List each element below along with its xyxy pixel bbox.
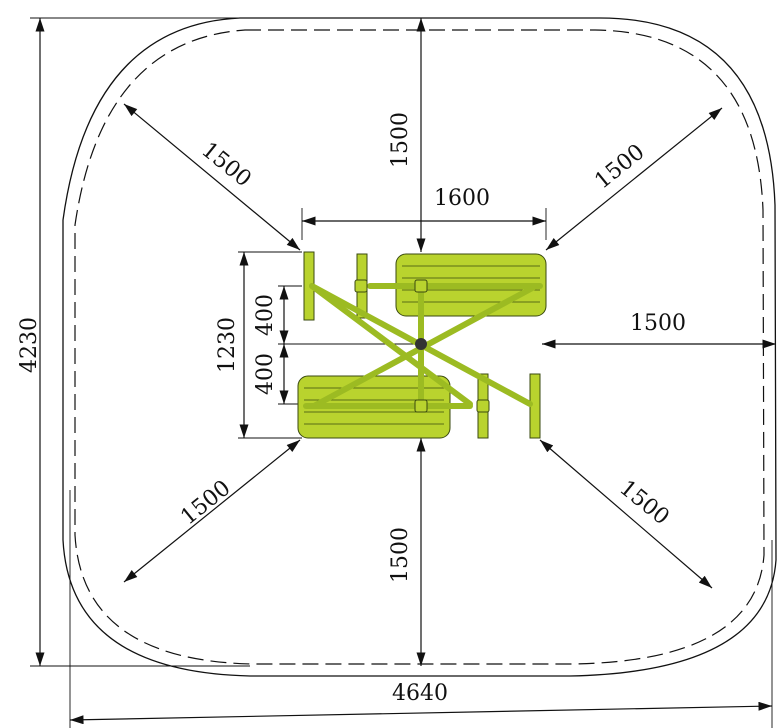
seat-offset-lower-label: 400 bbox=[253, 353, 278, 395]
equipment-width-label: 1600 bbox=[434, 186, 490, 211]
overall-width-label: 4640 bbox=[392, 681, 448, 706]
overall-height-label: 4230 bbox=[17, 317, 42, 373]
safety-zone-outline bbox=[62, 17, 777, 677]
radius-top-left-label: 1500 bbox=[196, 138, 255, 193]
clear-right-label: 1500 bbox=[630, 311, 686, 336]
radius-top-left-line bbox=[123, 103, 301, 251]
radius-bottom-right-line bbox=[539, 439, 713, 589]
radius-bottom-left-line bbox=[123, 439, 301, 583]
radius-top-right-label: 1500 bbox=[590, 140, 649, 195]
clear-top-label: 1500 bbox=[388, 112, 413, 168]
equipment-depth-label: 1230 bbox=[215, 317, 240, 373]
playground-equipment bbox=[297, 251, 547, 439]
safety-zone-dashed-outline bbox=[74, 29, 765, 665]
beam-c bbox=[309, 283, 473, 407]
clear-bottom-label: 1500 bbox=[388, 527, 413, 583]
center-pivot bbox=[415, 338, 427, 350]
radius-bottom-left-label: 1500 bbox=[176, 476, 235, 531]
overall-width-dimension-line bbox=[69, 701, 773, 725]
radius-top-right-line bbox=[545, 107, 723, 251]
seat-offset-upper-label: 400 bbox=[253, 294, 278, 336]
radius-bottom-right-label: 1500 bbox=[614, 476, 673, 531]
